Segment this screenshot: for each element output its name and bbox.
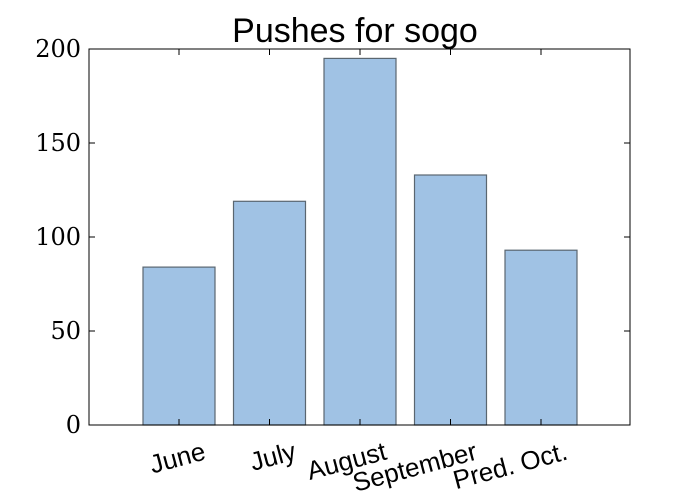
y-tick-label: 150 bbox=[35, 129, 81, 157]
bar-pred-oct bbox=[504, 249, 578, 426]
y-tick-label: 200 bbox=[35, 35, 81, 63]
bar-july bbox=[232, 200, 307, 426]
y-tick-label: 100 bbox=[35, 223, 81, 251]
bar-august bbox=[323, 57, 397, 426]
x-tick-label: July bbox=[247, 436, 299, 477]
y-tick-labels: 0 50 100 150 200 bbox=[35, 35, 81, 439]
y-tick-label: 0 bbox=[66, 411, 81, 439]
x-tick-label: June bbox=[146, 436, 208, 480]
bars-group bbox=[142, 57, 578, 426]
chart-title: Pushes for sogo bbox=[232, 12, 478, 50]
plot-frame bbox=[88, 48, 631, 426]
bar-september bbox=[413, 174, 488, 426]
y-tick-label: 50 bbox=[50, 317, 81, 345]
bar-june bbox=[142, 266, 216, 426]
